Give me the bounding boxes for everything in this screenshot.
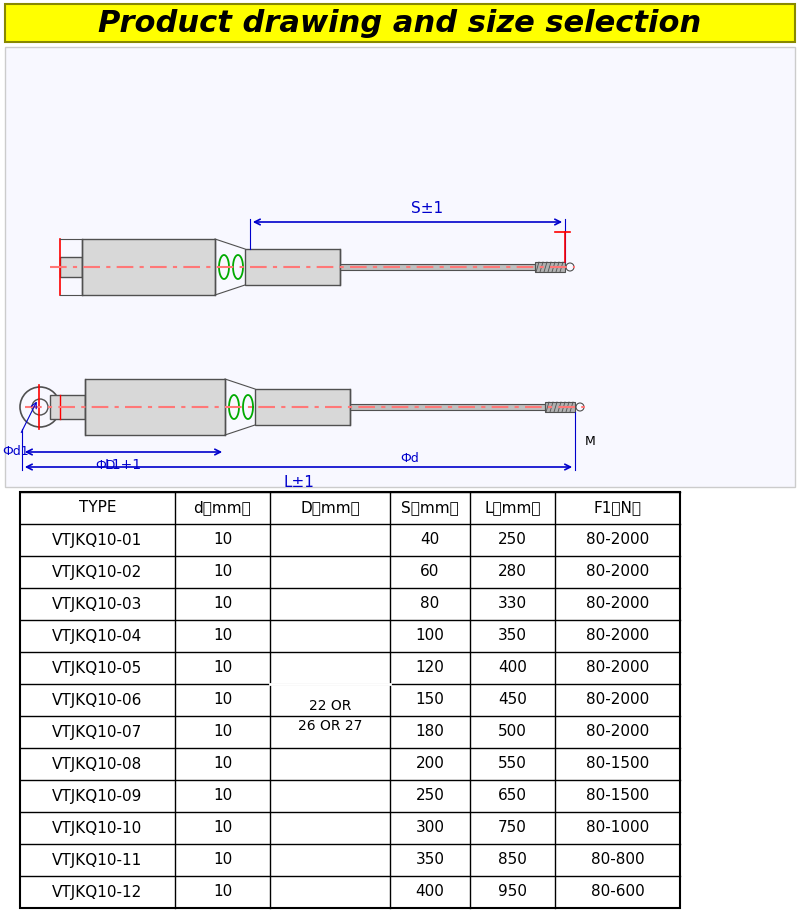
Text: 80-2000: 80-2000 bbox=[586, 565, 649, 580]
Text: 80-2000: 80-2000 bbox=[586, 660, 649, 676]
Text: 330: 330 bbox=[498, 596, 527, 612]
Text: 150: 150 bbox=[415, 692, 445, 708]
Text: 80-1000: 80-1000 bbox=[586, 821, 649, 835]
Text: VTJKQ10-05: VTJKQ10-05 bbox=[52, 660, 142, 676]
Bar bbox=[82, 239, 215, 295]
Text: 22 OR
26 OR 27: 22 OR 26 OR 27 bbox=[298, 699, 362, 734]
Text: Product drawing and size selection: Product drawing and size selection bbox=[98, 8, 702, 38]
Text: 80-2000: 80-2000 bbox=[586, 533, 649, 547]
Text: VTJKQ10-01: VTJKQ10-01 bbox=[52, 533, 142, 547]
Text: 950: 950 bbox=[498, 885, 527, 900]
Text: 80-1500: 80-1500 bbox=[586, 789, 649, 803]
Text: VTJKQ10-08: VTJKQ10-08 bbox=[52, 757, 142, 771]
Bar bbox=[20, 492, 680, 908]
Text: 80-2000: 80-2000 bbox=[586, 724, 649, 739]
Text: D（mm）: D（mm） bbox=[300, 501, 360, 515]
Text: 10: 10 bbox=[213, 533, 232, 547]
Text: 650: 650 bbox=[498, 789, 527, 803]
Text: 850: 850 bbox=[498, 853, 527, 867]
Text: 80-2000: 80-2000 bbox=[586, 692, 649, 708]
Text: VTJKQ10-10: VTJKQ10-10 bbox=[52, 821, 142, 835]
Text: L±1: L±1 bbox=[283, 475, 314, 490]
Text: 10: 10 bbox=[213, 853, 232, 867]
Text: 300: 300 bbox=[415, 821, 445, 835]
Bar bbox=[60, 257, 82, 277]
Text: VTJKQ10-03: VTJKQ10-03 bbox=[52, 596, 142, 612]
Text: 10: 10 bbox=[213, 724, 232, 739]
Text: TYPE: TYPE bbox=[78, 501, 116, 515]
Text: 750: 750 bbox=[498, 821, 527, 835]
Text: M: M bbox=[585, 435, 595, 448]
Text: 100: 100 bbox=[415, 628, 445, 644]
Bar bbox=[50, 395, 85, 419]
Text: 10: 10 bbox=[213, 660, 232, 676]
Text: 280: 280 bbox=[498, 565, 527, 580]
Text: VTJKQ10-09: VTJKQ10-09 bbox=[52, 789, 142, 803]
Text: VTJKQ10-04: VTJKQ10-04 bbox=[52, 628, 142, 644]
Text: 80-600: 80-600 bbox=[590, 885, 644, 900]
Text: Фd: Фd bbox=[401, 452, 419, 465]
Text: VTJKQ10-11: VTJKQ10-11 bbox=[52, 853, 142, 867]
Text: 10: 10 bbox=[213, 628, 232, 644]
Text: 200: 200 bbox=[415, 757, 445, 771]
Text: 80-800: 80-800 bbox=[590, 853, 644, 867]
Bar bbox=[255, 389, 350, 425]
Text: L1+1: L1+1 bbox=[105, 458, 142, 472]
Text: VTJKQ10-06: VTJKQ10-06 bbox=[52, 692, 142, 708]
Text: 10: 10 bbox=[213, 821, 232, 835]
Text: S（mm）: S（mm） bbox=[401, 501, 459, 515]
Text: 180: 180 bbox=[415, 724, 445, 739]
Text: 350: 350 bbox=[415, 853, 445, 867]
Text: F1（N）: F1（N） bbox=[594, 501, 642, 515]
Bar bbox=[5, 47, 795, 487]
Bar bbox=[245, 249, 340, 285]
Text: d（mm）: d（mm） bbox=[194, 501, 251, 515]
Text: 350: 350 bbox=[498, 628, 527, 644]
Text: 80: 80 bbox=[420, 596, 440, 612]
Text: 10: 10 bbox=[213, 757, 232, 771]
Text: 450: 450 bbox=[498, 692, 527, 708]
Bar bbox=[5, 4, 795, 42]
Text: 400: 400 bbox=[415, 885, 445, 900]
Text: S±1: S±1 bbox=[411, 201, 443, 216]
Text: 60: 60 bbox=[420, 565, 440, 580]
Bar bbox=[340, 264, 535, 270]
Text: 10: 10 bbox=[213, 885, 232, 900]
Bar bbox=[85, 379, 225, 435]
Text: 550: 550 bbox=[498, 757, 527, 771]
Text: VTJKQ10-07: VTJKQ10-07 bbox=[52, 724, 142, 739]
Text: 80-2000: 80-2000 bbox=[586, 596, 649, 612]
Bar bbox=[535, 262, 565, 272]
Text: 400: 400 bbox=[498, 660, 527, 676]
Text: ФD: ФD bbox=[95, 459, 115, 472]
Text: 80-1500: 80-1500 bbox=[586, 757, 649, 771]
Bar bbox=[545, 402, 575, 412]
Text: 10: 10 bbox=[213, 565, 232, 580]
Text: VTJKQ10-02: VTJKQ10-02 bbox=[52, 565, 142, 580]
Text: Фd1: Фd1 bbox=[2, 445, 29, 458]
Text: 40: 40 bbox=[420, 533, 440, 547]
Text: 120: 120 bbox=[415, 660, 445, 676]
Text: 10: 10 bbox=[213, 789, 232, 803]
Text: 10: 10 bbox=[213, 692, 232, 708]
Text: 500: 500 bbox=[498, 724, 527, 739]
Text: 250: 250 bbox=[415, 789, 445, 803]
Bar bbox=[350, 404, 545, 410]
Bar bbox=[271, 685, 389, 715]
Text: 80-2000: 80-2000 bbox=[586, 628, 649, 644]
Text: VTJKQ10-12: VTJKQ10-12 bbox=[52, 885, 142, 900]
Text: 250: 250 bbox=[498, 533, 527, 547]
Text: L（mm）: L（mm） bbox=[484, 501, 541, 515]
Text: 10: 10 bbox=[213, 596, 232, 612]
